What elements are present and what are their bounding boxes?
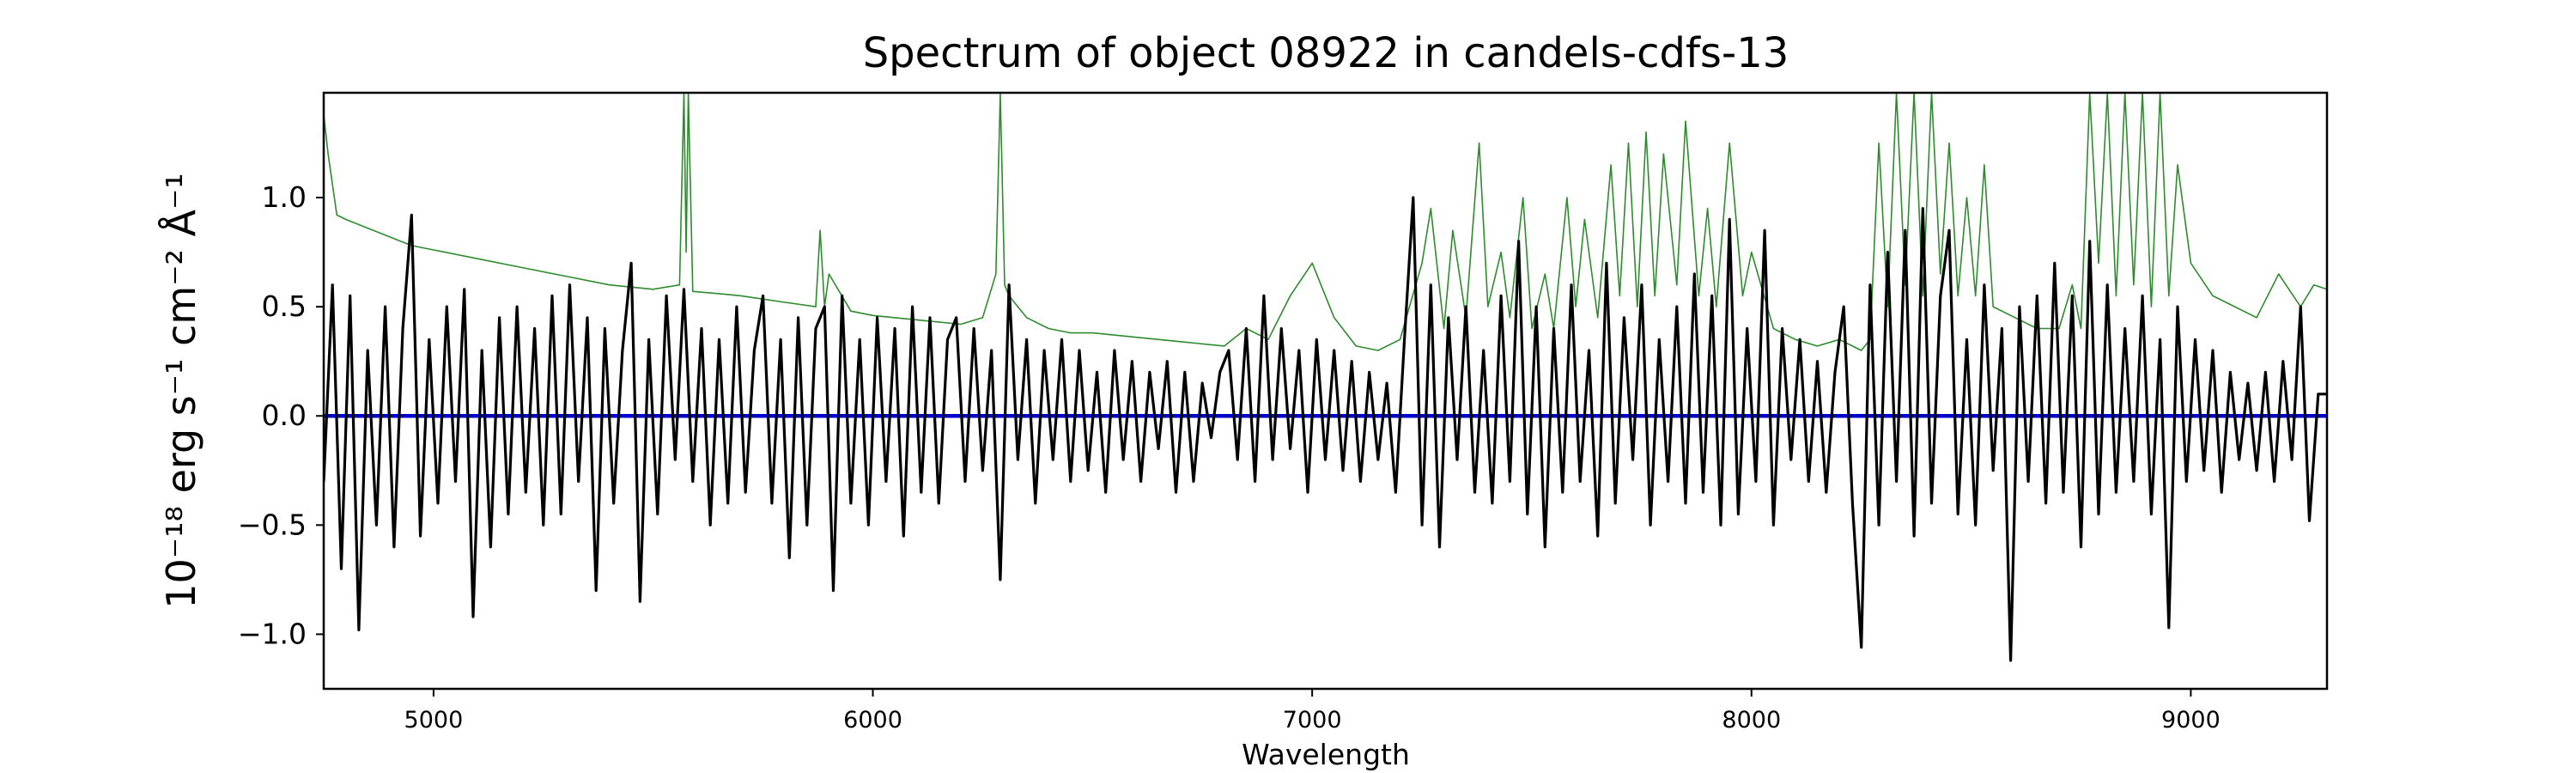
y-tick-label: 0.0 (262, 399, 307, 432)
chart-title: Spectrum of object 08922 in candels-cdfs… (863, 29, 1789, 77)
x-tick-label: 8000 (1722, 707, 1781, 733)
x-axis-label: Wavelength (1242, 738, 1410, 771)
y-tick-label: 1.0 (262, 180, 307, 214)
flux-series-line (324, 196, 2327, 662)
x-tick-label: 5000 (404, 707, 464, 733)
y-axis: −1.0 −0.5 0.0 0.5 1.0 (238, 180, 324, 650)
series-layer (324, 93, 2327, 662)
y-tick-label: −0.5 (238, 508, 307, 541)
error-series-line (324, 93, 2327, 351)
y-tick-label: −1.0 (238, 617, 307, 650)
y-tick-label: 0.5 (262, 289, 307, 323)
plot-frame (322, 91, 2329, 691)
y-axis-label: 10⁻¹⁸ erg s⁻¹ cm⁻² Å⁻¹ (158, 173, 204, 608)
x-axis: 5000 6000 7000 8000 9000 (404, 689, 2221, 733)
x-tick-label: 7000 (1283, 707, 1342, 733)
x-tick-label: 9000 (2161, 707, 2221, 733)
x-tick-label: 6000 (843, 707, 902, 733)
